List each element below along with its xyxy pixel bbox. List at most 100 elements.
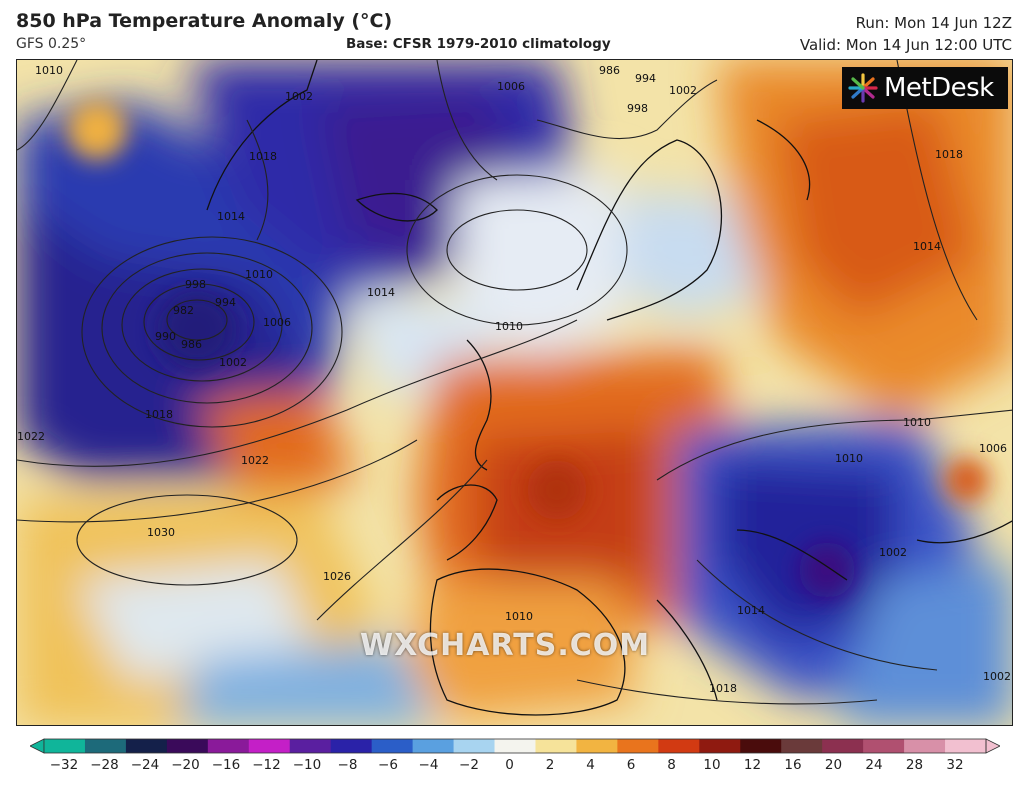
model-label: GFS 0.25° bbox=[16, 36, 87, 52]
colorbar-segment bbox=[576, 739, 618, 753]
colorbar-segment bbox=[822, 739, 864, 753]
isobar-label: 1002 bbox=[879, 546, 907, 559]
isobar-label: 1022 bbox=[241, 454, 269, 467]
isobars bbox=[17, 60, 1012, 705]
isobar-label: 986 bbox=[181, 338, 202, 351]
colorbar-tick-label: 32 bbox=[946, 757, 964, 773]
colorbar-tick-label: 12 bbox=[743, 757, 762, 773]
isobar-label: 1014 bbox=[913, 240, 941, 253]
isobar-label: 1002 bbox=[983, 670, 1011, 683]
anomaly-detail bbox=[67, 100, 989, 598]
colorbar bbox=[30, 738, 1000, 754]
colorbar-tick-label: −8 bbox=[337, 757, 358, 773]
colorbar-segment bbox=[617, 739, 659, 753]
colorbar-segment bbox=[371, 739, 414, 753]
isobar-label: 1030 bbox=[147, 526, 175, 539]
isobar-label: 982 bbox=[173, 304, 194, 317]
colorbar-tick-label: 6 bbox=[626, 757, 636, 773]
anomaly-map: 1010 1018 1002 1006 986 994 998 1002 101… bbox=[16, 59, 1013, 726]
isobar-label: 1018 bbox=[145, 408, 173, 421]
colorbar-tick-label: −4 bbox=[418, 757, 439, 773]
colorbar-tick-label: −16 bbox=[211, 757, 241, 773]
colorbar-segment bbox=[248, 739, 291, 753]
colorbar-segment bbox=[330, 739, 373, 753]
colorbar-tick-label: −32 bbox=[49, 757, 79, 773]
isobar-label: 998 bbox=[627, 102, 648, 115]
colorbar-segment bbox=[166, 739, 209, 753]
coastlines bbox=[206, 60, 1012, 716]
colorbar-segment bbox=[781, 739, 823, 753]
colorbar-segment bbox=[535, 739, 577, 753]
colorbar-cap-right bbox=[985, 738, 1000, 754]
colorbar-border bbox=[43, 738, 987, 754]
run-time-label: Run: Mon 14 Jun 12Z bbox=[855, 14, 1012, 32]
isobar-label: 1018 bbox=[249, 150, 277, 163]
isobar-label-group: 1010 1018 1002 1006 986 994 998 1002 101… bbox=[17, 64, 1011, 695]
colorbar-tick-label: 20 bbox=[824, 757, 843, 773]
colorbar-tick-label: 8 bbox=[667, 757, 676, 773]
isobar-label: 1014 bbox=[217, 210, 245, 223]
colorbar-segment bbox=[412, 739, 455, 753]
colorbar-tick-label: 2 bbox=[545, 757, 555, 773]
isobar-label: 994 bbox=[635, 72, 656, 85]
isobar-label: 1026 bbox=[323, 570, 351, 583]
colorbar-segment bbox=[658, 739, 700, 753]
colorbar-segment bbox=[945, 739, 987, 753]
colorbar-segment bbox=[494, 739, 536, 753]
colorbar-segment bbox=[44, 739, 86, 753]
colorbar-tick-label: −24 bbox=[130, 757, 160, 773]
isobar-label: 1010 bbox=[835, 452, 863, 465]
anomaly-field bbox=[17, 60, 1012, 725]
isobar-label: 1010 bbox=[495, 320, 523, 333]
chart-title: 850 hPa Temperature Anomaly (°C) bbox=[16, 10, 393, 32]
colorbar-tick-label: −6 bbox=[378, 757, 398, 773]
colorbar-segment bbox=[863, 739, 905, 753]
metdesk-logo: MetDesk bbox=[842, 67, 1008, 109]
colorbar-tick-label: 16 bbox=[784, 757, 802, 773]
metdesk-logo-text: MetDesk bbox=[884, 73, 994, 103]
colorbar-segment bbox=[904, 739, 946, 753]
wxcharts-watermark: WXCHARTS.COM bbox=[360, 628, 651, 663]
isobar-label: 1010 bbox=[903, 416, 931, 429]
isobar-label: 1010 bbox=[245, 268, 273, 281]
isobar-label: 994 bbox=[215, 296, 236, 309]
isobar-label: 1002 bbox=[285, 90, 313, 103]
colorbar-segment bbox=[84, 739, 127, 753]
isobar-label: 1014 bbox=[367, 286, 395, 299]
colorbar-tick-label: 28 bbox=[905, 757, 924, 773]
isobar-label: 1006 bbox=[979, 442, 1007, 455]
anomaly-map-canvas: 1010 1018 1002 1006 986 994 998 1002 101… bbox=[17, 60, 1012, 725]
colorbar-tick-label: −10 bbox=[292, 757, 322, 773]
isobar-label: 1006 bbox=[263, 316, 291, 329]
colorbar-tick-label: 24 bbox=[865, 757, 883, 773]
colorbar-tick-label: −2 bbox=[459, 757, 479, 773]
colorbar-segment bbox=[453, 739, 496, 753]
isobar-label: 1002 bbox=[219, 356, 247, 369]
climatology-base-label: Base: CFSR 1979-2010 climatology bbox=[346, 36, 611, 52]
colorbar-tick-label: 10 bbox=[703, 757, 721, 773]
isobar-label: 1002 bbox=[669, 84, 697, 97]
isobar-label: 1022 bbox=[17, 430, 45, 443]
colorbar-tick-label: −12 bbox=[252, 757, 281, 773]
valid-time-label: Valid: Mon 14 Jun 12:00 UTC bbox=[799, 36, 1012, 54]
isobar-label: 1018 bbox=[935, 148, 963, 161]
isobar-label: 1010 bbox=[35, 64, 63, 77]
colorbar-tick-label: 0 bbox=[505, 757, 514, 773]
colorbar-segment bbox=[740, 739, 782, 753]
colorbar-tick-label: 4 bbox=[586, 757, 595, 773]
metdesk-burst-icon bbox=[848, 73, 878, 103]
isobar-label: 1014 bbox=[737, 604, 765, 617]
colorbar-cap-left bbox=[30, 738, 45, 754]
isobar-label: 986 bbox=[599, 64, 620, 77]
colorbar-segment bbox=[289, 739, 332, 753]
isobar-label: 1006 bbox=[497, 80, 525, 93]
isobar-label: 1018 bbox=[709, 682, 737, 695]
colorbar-segment bbox=[207, 739, 250, 753]
colorbar-tick-label: −20 bbox=[171, 757, 200, 773]
colorbar-segment bbox=[125, 739, 168, 753]
colorbar-segment bbox=[699, 739, 741, 753]
isobar-label: 1010 bbox=[505, 610, 533, 623]
colorbar-tick-label: −28 bbox=[90, 757, 119, 773]
isobar-label: 990 bbox=[155, 330, 176, 343]
isobar-label: 998 bbox=[185, 278, 206, 291]
